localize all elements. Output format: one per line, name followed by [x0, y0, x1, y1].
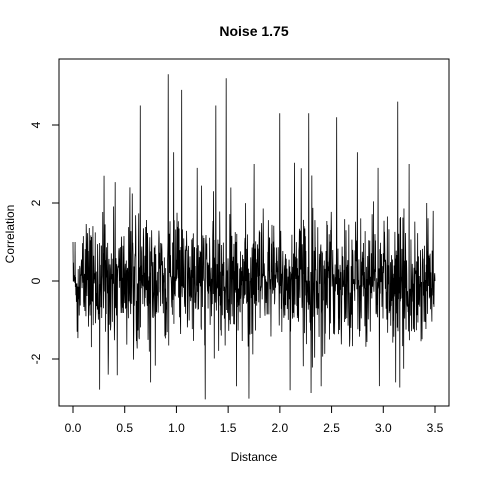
x-tick-label: 0.5 — [116, 421, 133, 435]
y-axis: -2 0 2 4 — [29, 121, 60, 364]
x-tick-label: 3.0 — [375, 421, 392, 435]
y-tick-label: 0 — [29, 277, 43, 284]
y-tick-label: 2 — [29, 199, 43, 206]
y-tick-label: 4 — [29, 121, 43, 128]
x-tick-label: 0.0 — [65, 421, 82, 435]
x-tick-label: 1.5 — [220, 421, 237, 435]
correlation-series-line — [72, 74, 436, 400]
x-tick-label: 1.0 — [168, 421, 185, 435]
y-tick-label: -2 — [29, 353, 43, 364]
y-axis-label: Correlation — [3, 205, 17, 264]
chart-title: Noise 1.75 — [219, 23, 288, 39]
x-tick-label: 2.5 — [323, 421, 340, 435]
x-tick-label: 3.5 — [427, 421, 444, 435]
x-tick-label: 2.0 — [272, 421, 289, 435]
x-axis-label: Distance — [231, 450, 278, 464]
x-axis: 0.0 0.5 1.0 1.5 2.0 2.5 3.0 3.5 — [65, 405, 444, 435]
series-layer — [72, 74, 436, 400]
